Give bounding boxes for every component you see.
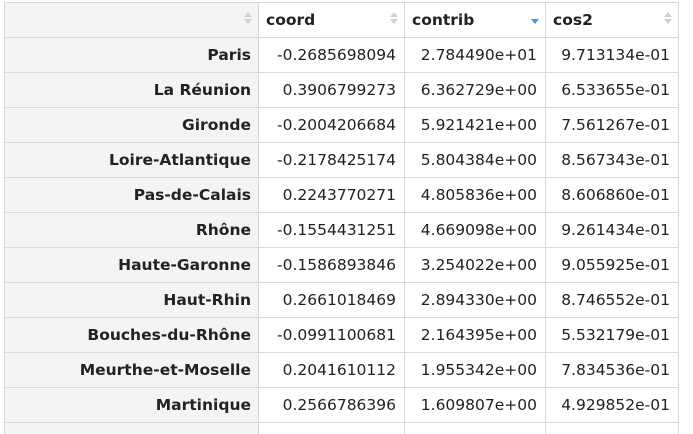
cell-coord: -0.1586893846 <box>258 247 405 283</box>
row-name: Haute-Garonne <box>4 247 259 283</box>
data-grid: coord contrib cos2 Paris -0.2685698094 2.7… <box>4 2 684 434</box>
table-row[interactable]: Loire-Atlantique -0.2178425174 5.804384e+0… <box>4 142 679 178</box>
table-row[interactable]: Bouches-du-Rhône -0.0991100681 2.164395e+0… <box>4 317 679 353</box>
cell-contrib: 2.784490e+01 <box>404 37 546 73</box>
table-row[interactable]: Paris -0.2685698094 2.784490e+01 9.713134e-… <box>4 37 679 73</box>
column-header-coord[interactable]: coord <box>258 2 405 38</box>
cell-coord: 0.2566786396 <box>258 387 405 423</box>
cell-coord: -0.0991100681 <box>258 317 405 353</box>
cell-cos2: 8.567343e-01 <box>545 142 679 178</box>
column-header-label: cos2 <box>553 11 593 29</box>
cell-coord: 0.2243770271 <box>258 177 405 213</box>
sort-icon[interactable] <box>244 12 252 26</box>
cell-cos2: 8.746552e-01 <box>545 282 679 318</box>
cell-empty <box>404 422 546 434</box>
cell-coord: -0.1554431251 <box>258 212 405 248</box>
table-row[interactable]: Meurthe-et-Moselle 0.2041610112 1.955342e+… <box>4 352 679 388</box>
row-name: Rhône <box>4 212 259 248</box>
table-body: Paris -0.2685698094 2.784490e+01 9.713134e-… <box>4 37 679 434</box>
row-name: La Réunion <box>4 72 259 108</box>
cell-contrib: 4.669098e+00 <box>404 212 546 248</box>
row-name: Pas-de-Calais <box>4 177 259 213</box>
cell-empty <box>4 422 259 434</box>
row-name: Haut-Rhin <box>4 282 259 318</box>
cell-contrib: 3.254022e+00 <box>404 247 546 283</box>
table-row[interactable]: Haute-Garonne -0.1586893846 3.254022e+00 9.… <box>4 247 679 283</box>
cell-contrib: 1.609807e+00 <box>404 387 546 423</box>
cell-contrib: 2.164395e+00 <box>404 317 546 353</box>
column-header-rownames[interactable] <box>4 2 259 38</box>
cell-coord: 0.3906799273 <box>258 72 405 108</box>
cell-cos2: 6.533655e-01 <box>545 72 679 108</box>
cell-coord: -0.2004206684 <box>258 107 405 143</box>
table-row[interactable]: Haut-Rhin 0.2661018469 2.894330e+00 8.74655… <box>4 282 679 318</box>
column-header-label: contrib <box>412 11 475 29</box>
cell-contrib: 5.921421e+00 <box>404 107 546 143</box>
cell-contrib: 5.804384e+00 <box>404 142 546 178</box>
sort-descending-icon[interactable] <box>531 12 539 26</box>
row-name: Meurthe-et-Moselle <box>4 352 259 388</box>
sort-icon[interactable] <box>390 12 398 26</box>
cell-coord: 0.2041610112 <box>258 352 405 388</box>
table-row[interactable]: La Réunion 0.3906799273 6.362729e+00 6.5336… <box>4 72 679 108</box>
table-row[interactable]: Rhône -0.1554431251 4.669098e+00 9.261434e-… <box>4 212 679 248</box>
row-name: Loire-Atlantique <box>4 142 259 178</box>
cell-cos2: 8.606860e-01 <box>545 177 679 213</box>
cell-coord: -0.2685698094 <box>258 37 405 73</box>
header-row: coord contrib cos2 <box>4 2 679 38</box>
column-header-cos2[interactable]: cos2 <box>545 2 679 38</box>
cell-coord: 0.2661018469 <box>258 282 405 318</box>
cell-cos2: 5.532179e-01 <box>545 317 679 353</box>
cell-cos2: 9.055925e-01 <box>545 247 679 283</box>
row-name: Gironde <box>4 107 259 143</box>
cell-contrib: 4.805836e+00 <box>404 177 546 213</box>
table-row[interactable]: Pas-de-Calais 0.2243770271 4.805836e+00 8.6… <box>4 177 679 213</box>
row-name: Martinique <box>4 387 259 423</box>
results-table: coord contrib cos2 Paris -0.2685698094 2.7… <box>4 2 679 434</box>
vertical-scrollbar[interactable] <box>685 2 693 434</box>
cell-cos2: 9.713134e-01 <box>545 37 679 73</box>
cell-empty <box>258 422 405 434</box>
column-header-label: coord <box>266 11 316 29</box>
table-row[interactable]: Gironde -0.2004206684 5.921421e+00 7.561267… <box>4 107 679 143</box>
cell-cos2: 7.561267e-01 <box>545 107 679 143</box>
table-row[interactable] <box>4 422 679 434</box>
table-row[interactable]: Martinique 0.2566786396 1.609807e+00 4.9298… <box>4 387 679 423</box>
row-name: Paris <box>4 37 259 73</box>
cell-cos2: 4.929852e-01 <box>545 387 679 423</box>
cell-contrib: 6.362729e+00 <box>404 72 546 108</box>
cell-contrib: 2.894330e+00 <box>404 282 546 318</box>
cell-coord: -0.2178425174 <box>258 142 405 178</box>
row-name: Bouches-du-Rhône <box>4 317 259 353</box>
cell-cos2: 9.261434e-01 <box>545 212 679 248</box>
cell-contrib: 1.955342e+00 <box>404 352 546 388</box>
cell-cos2: 7.834536e-01 <box>545 352 679 388</box>
cell-empty <box>545 422 679 434</box>
sort-icon[interactable] <box>664 12 672 26</box>
column-header-contrib[interactable]: contrib <box>404 2 546 38</box>
